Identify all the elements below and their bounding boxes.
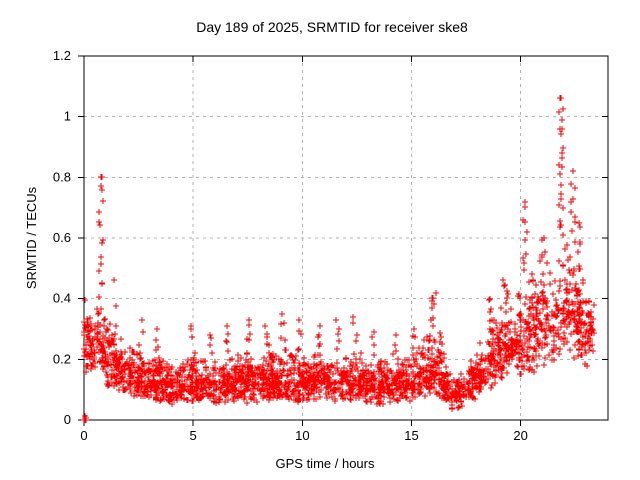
x-tick-label: 5 xyxy=(190,428,197,443)
y-axis-label: SRMTID / TECUs xyxy=(24,186,39,289)
y-tick-label: 1 xyxy=(64,109,71,124)
axis-tick-labels: 0 5 10 15 20 0 0.2 0.4 0.6 0.8 1 1.2 xyxy=(53,48,528,443)
x-tick-label: 20 xyxy=(513,428,527,443)
grid-lines xyxy=(84,56,608,420)
x-axis-label: GPS time / hours xyxy=(276,456,375,471)
y-tick-label: 0.8 xyxy=(53,169,71,184)
y-tick-label: 0.6 xyxy=(53,230,71,245)
y-tick-label: 0 xyxy=(64,412,71,427)
x-tick-label: 0 xyxy=(80,428,87,443)
y-tick-label: 0.4 xyxy=(53,291,71,306)
y-tick-label: 0.2 xyxy=(53,351,71,366)
x-tick-label: 15 xyxy=(404,428,418,443)
data-points-red-plus-markers xyxy=(81,95,597,423)
chart-title: Day 189 of 2025, SRMTID for receiver ske… xyxy=(196,19,468,35)
y-tick-label: 1.2 xyxy=(53,48,71,63)
axis-ticks xyxy=(78,55,608,426)
x-tick-label: 10 xyxy=(295,428,309,443)
